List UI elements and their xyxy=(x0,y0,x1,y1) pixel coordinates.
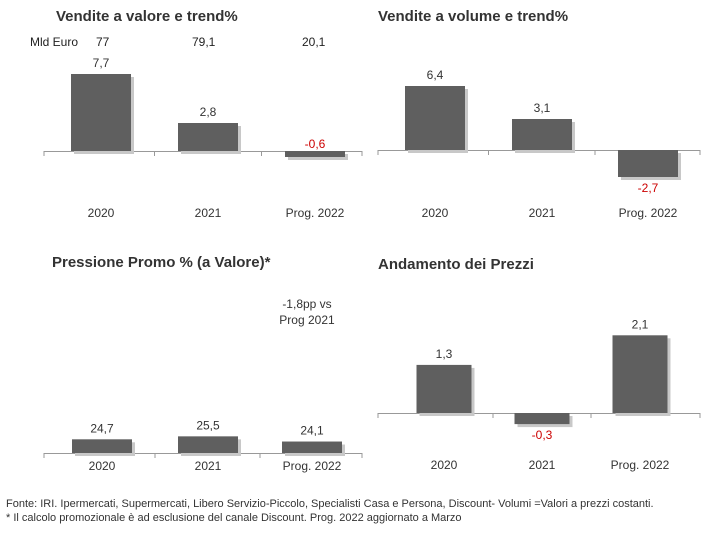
mld-euro-label: Mld Euro xyxy=(30,35,79,49)
chart-title-vendite-valore: Vendite a valore e trend% xyxy=(56,8,238,25)
bar-andamento-prezzi-2 xyxy=(612,335,668,413)
value-label-pressione-promo-0: 24,7 xyxy=(90,421,114,435)
promo-annotation: -1,8pp vs Prog 2021 xyxy=(266,296,348,328)
bar-vendite-valore-0 xyxy=(71,74,131,151)
value-label-vendite-valore-1: 2,8 xyxy=(200,105,217,119)
bar-pressione-promo-1 xyxy=(178,436,238,453)
bar-vendite-volume-0 xyxy=(405,86,465,150)
category-label-vendite-volume-2: Prog. 2022 xyxy=(619,206,678,220)
chart-title-pressione-promo: Pressione Promo % (a Valore)* xyxy=(52,254,271,271)
category-label-vendite-valore-1: 2021 xyxy=(195,206,222,220)
category-label-andamento-prezzi-0: 2020 xyxy=(431,458,458,472)
category-label-pressione-promo-1: 2021 xyxy=(195,459,222,473)
mld-euro-value-2020: 77 xyxy=(96,35,110,49)
category-label-vendite-valore-2: Prog. 2022 xyxy=(286,206,345,220)
mld-euro-value-2021: 79,1 xyxy=(192,35,216,49)
footer-note: * Il calcolo promozionale è ad esclusion… xyxy=(6,512,462,524)
chart-title-andamento-prezzi: Andamento dei Prezzi xyxy=(378,256,534,273)
value-label-vendite-valore-2: -0,6 xyxy=(305,137,326,151)
category-label-vendite-volume-1: 2021 xyxy=(529,206,556,220)
bar-andamento-prezzi-1 xyxy=(514,413,570,425)
category-label-vendite-volume-0: 2020 xyxy=(422,206,449,220)
value-label-pressione-promo-2: 24,1 xyxy=(300,424,324,438)
value-label-pressione-promo-1: 25,5 xyxy=(196,418,220,432)
promo-annotation-line1: -1,8pp vs xyxy=(282,297,332,311)
bar-pressione-promo-0 xyxy=(72,439,132,453)
value-label-vendite-volume-1: 3,1 xyxy=(534,101,551,115)
promo-annotation-line2: Prog 2021 xyxy=(279,313,335,327)
bar-vendite-volume-1 xyxy=(512,119,572,150)
value-label-vendite-volume-0: 6,4 xyxy=(427,68,444,82)
footer-source: Fonte: IRI. Ipermercati, Supermercati, L… xyxy=(6,498,654,510)
category-label-vendite-valore-0: 2020 xyxy=(88,206,115,220)
category-label-pressione-promo-0: 2020 xyxy=(89,459,116,473)
category-label-andamento-prezzi-1: 2021 xyxy=(529,458,556,472)
mld-euro-value-2022: 20,1 xyxy=(302,35,326,49)
value-label-vendite-volume-2: -2,7 xyxy=(638,181,659,195)
bar-andamento-prezzi-0 xyxy=(416,364,472,413)
bar-vendite-valore-1 xyxy=(178,123,238,151)
value-label-andamento-prezzi-2: 2,1 xyxy=(632,317,649,331)
value-label-andamento-prezzi-0: 1,3 xyxy=(436,347,453,361)
bar-vendite-volume-2 xyxy=(618,150,678,177)
value-label-vendite-valore-0: 7,7 xyxy=(93,56,110,70)
value-label-andamento-prezzi-1: -0,3 xyxy=(532,428,553,442)
category-label-andamento-prezzi-2: Prog. 2022 xyxy=(611,458,670,472)
category-label-pressione-promo-2: Prog. 2022 xyxy=(283,459,342,473)
chart-title-vendite-volume: Vendite a volume e trend% xyxy=(378,8,569,25)
bar-pressione-promo-2 xyxy=(282,441,342,453)
bar-vendite-valore-2 xyxy=(285,151,345,157)
